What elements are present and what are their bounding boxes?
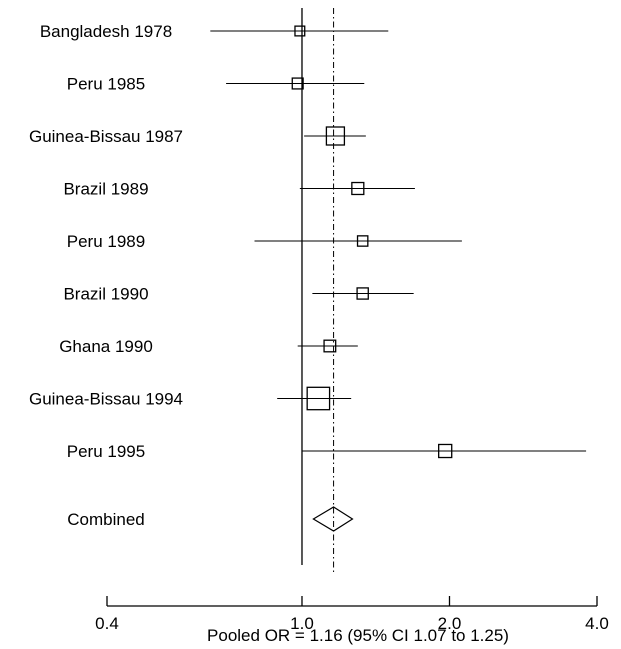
study-row: Brazil 1990 [63,285,414,304]
combined-diamond [312,506,354,532]
study-row: Guinea-Bissau 1987 [29,126,366,146]
point-estimate-square [306,386,331,411]
study-label: Guinea-Bissau 1987 [29,127,183,146]
study-row: Peru 1989 [67,232,462,251]
study-row: Peru 1995 [67,442,587,461]
study-label: Brazil 1990 [63,285,148,304]
study-rows: Bangladesh 1978 Peru 1985 Guinea-Bissau 19… [29,22,587,461]
combined-row: Combined [67,506,354,532]
study-row: Guinea-Bissau 1994 [29,386,352,411]
point-estimate-square [323,339,337,353]
study-label: Peru 1995 [67,442,145,461]
point-estimate-square [294,25,306,37]
study-row: Bangladesh 1978 [40,22,389,41]
study-label: Peru 1985 [67,75,145,94]
x-tick-label: 0.4 [95,614,119,633]
point-estimate-square [325,126,346,146]
x-axis-label: Pooled OR = 1.16 (95% CI 1.07 to 1.25) [207,626,509,645]
study-label: Guinea-Bissau 1994 [29,390,183,409]
point-estimate-square [351,181,365,196]
point-estimate-square [291,77,304,90]
study-label: Ghana 1990 [59,337,153,356]
x-tick-label: 1.0 [290,614,314,633]
point-estimate-square [438,443,453,459]
study-row: Peru 1985 [67,75,365,94]
study-label: Brazil 1989 [63,180,148,199]
combined-label: Combined [67,510,145,529]
study-row: Brazil 1989 [63,180,415,199]
study-row: Ghana 1990 [59,337,358,356]
study-label: Bangladesh 1978 [40,22,172,41]
x-tick-label: 4.0 [585,614,609,633]
point-estimate-square [356,235,369,247]
x-tick-label: 2.0 [438,614,462,633]
x-axis: 0.4 1.0 2.0 4.0 [95,596,609,633]
study-label: Peru 1989 [67,232,145,251]
reference-lines [301,8,335,575]
point-estimate-square [356,287,369,300]
